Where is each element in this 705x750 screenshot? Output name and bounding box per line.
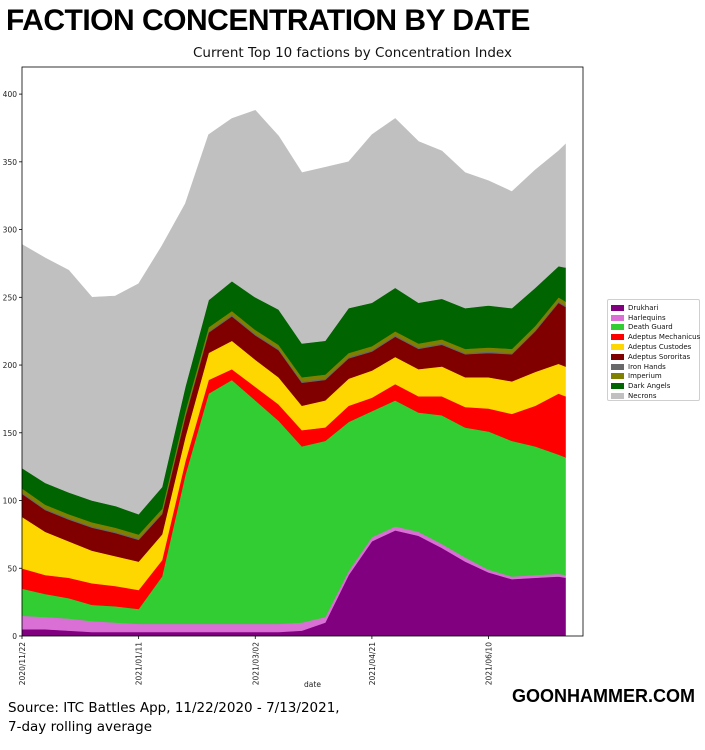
y-tick-label: 50 (7, 564, 17, 573)
brand-logo-text: GOONHAMMER.COM (512, 686, 695, 706)
legend-item-adeptus-custodes: Adeptus Custodes (611, 342, 699, 352)
legend-swatch (611, 334, 624, 341)
x-tick-label: 2021/06/10 (485, 642, 494, 685)
legend-label: Drukhari (628, 303, 659, 312)
x-tick-label: 2021/04/21 (368, 642, 377, 685)
legend-label: Adeptus Custodes (628, 343, 692, 352)
legend-label: Necrons (628, 392, 657, 401)
legend-swatch (611, 373, 624, 380)
legend-swatch (611, 353, 624, 360)
chart-title: Current Top 10 factions by Concentration… (193, 45, 512, 61)
chart-legend: Drukhari Harlequins Death Guard Adeptus Mec… (607, 299, 700, 401)
legend-swatch (611, 383, 624, 390)
legend-item-death-guard: Death Guard (611, 323, 699, 333)
y-tick-label: 300 (3, 226, 18, 235)
legend-item-adeptus-mechanicus: Adeptus Mechanicus (611, 332, 701, 342)
legend-item-adeptus-sororitas: Adeptus Sororitas (611, 352, 699, 362)
y-tick-label: 100 (3, 497, 18, 506)
x-tick-label: 2021/01/11 (135, 642, 144, 685)
y-tick-label: 350 (3, 158, 18, 167)
source-note: Source: ITC Battles App, 11/22/2020 - 7/… (8, 699, 368, 737)
legend-item-dark-angels: Dark Angels (611, 381, 699, 391)
legend-item-iron-hands: Iron Hands (611, 362, 699, 372)
legend-item-drukhari: Drukhari (611, 303, 699, 313)
legend-item-imperium: Imperium (611, 372, 699, 382)
legend-label: Harlequins (628, 313, 666, 322)
y-tick-label: 150 (3, 429, 18, 438)
legend-label: Death Guard (628, 323, 673, 332)
legend-swatch (611, 304, 624, 311)
source-line-2: 7-day rolling average (8, 719, 153, 735)
area-layers (22, 110, 566, 636)
legend-item-necrons: Necrons (611, 391, 699, 401)
source-line-1: Source: ITC Battles App, 11/22/2020 - 7/… (8, 700, 340, 716)
legend-label: Adeptus Mechanicus (628, 333, 701, 342)
y-tick-label: 0 (12, 632, 17, 641)
legend-swatch (611, 314, 624, 321)
y-tick-label: 250 (3, 293, 18, 302)
y-tick-label: 200 (3, 361, 18, 370)
x-tick-label: 2020/11/22 (18, 642, 27, 685)
legend-swatch (611, 363, 624, 370)
plot-frame (21, 66, 584, 637)
legend-label: Imperium (628, 372, 662, 381)
area-necrons (22, 110, 566, 515)
y-tick-label: 400 (3, 90, 18, 99)
x-tick-label: 2021/03/02 (251, 642, 260, 685)
legend-label: Iron Hands (628, 362, 666, 371)
legend-label: Dark Angels (628, 382, 671, 391)
legend-swatch (611, 344, 624, 351)
legend-swatch (611, 393, 624, 400)
x-axis-label: date (304, 680, 321, 689)
legend-item-harlequins: Harlequins (611, 313, 699, 323)
legend-label: Adeptus Sororitas (628, 352, 691, 361)
page-headline: FACTION CONCENTRATION BY DATE (6, 4, 530, 37)
legend-swatch (611, 324, 624, 331)
